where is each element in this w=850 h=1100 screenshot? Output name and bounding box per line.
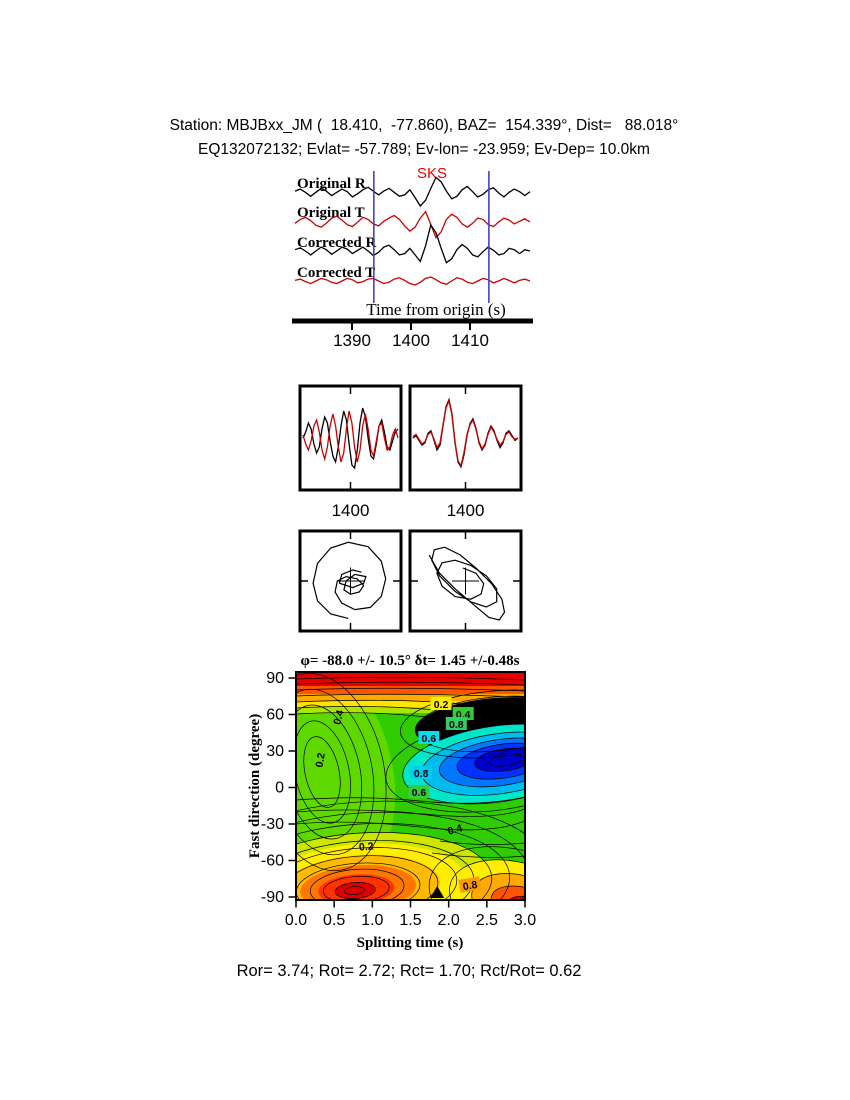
contour-label: 0.8 [410, 766, 432, 780]
contour-level-labels: 0.20.40.80.60.80.60.40.20.40.20.8 [314, 697, 482, 893]
y-tick-label: -60 [261, 853, 284, 870]
contour-label-text: 0.4 [331, 709, 346, 726]
component-panel-left-frame [298, 384, 403, 492]
x-tick-label: 3.0 [514, 912, 536, 929]
particle-motion-right-frame [408, 529, 523, 633]
time-axis-title: Time from origin (s) [366, 300, 506, 319]
x-tick-label: 0.5 [323, 912, 345, 929]
contour-title: φ= -88.0 +/- 10.5° δt= 1.45 +/-0.48s [301, 653, 520, 669]
contour-label: 0.8 [458, 876, 482, 893]
time-axis-ticks: 1390 1400 1410 [333, 321, 489, 350]
component-panels: 1400 1400 [298, 384, 523, 520]
waveform-trace-0 [294, 176, 531, 208]
time-tick-label: 1390 [333, 331, 371, 350]
waveform-trace-2 [294, 223, 531, 264]
particle-motion-path-1 [428, 546, 506, 621]
contour-label: 0.4 [331, 709, 346, 726]
contour-label-text: 0.2 [434, 699, 449, 711]
component-trace [412, 398, 519, 468]
contour-label-text: 0.8 [449, 719, 464, 731]
contour-label: 0.2 [430, 697, 452, 711]
component-panel-right-frame [408, 384, 523, 492]
contour-label: 0.2 [358, 840, 374, 853]
contour-label-bg [445, 717, 467, 730]
contour-label-bg [410, 766, 432, 779]
event-info-line: EQ132072132; Evlat= -57.789; Ev-lon= -23… [198, 141, 650, 158]
trace-label-original-t: Original T [297, 205, 365, 221]
analysis-window-markers [373, 171, 490, 303]
particle-motion-edge-ticks [301, 532, 520, 630]
contour-label-bg [430, 697, 452, 710]
time-tick-label: 1410 [451, 331, 489, 350]
station-info-line: Station: MBJBxx_JM ( 18.410, -77.860), B… [169, 117, 679, 134]
y-tick-label: 30 [266, 743, 284, 760]
trace-label-original-r: Original R [297, 176, 366, 192]
y-tick-label: -30 [261, 816, 284, 833]
splitting-time-axis-title: Splitting time (s) [357, 935, 464, 951]
contour-label-text: 0.6 [421, 733, 436, 745]
component-overlay-traces [302, 397, 519, 470]
contour-label: 0.4 [446, 822, 463, 837]
best-fit-marker [430, 886, 445, 898]
particle-motion-panels [298, 529, 523, 633]
waveform-trace-1 [294, 210, 531, 239]
contour-label-bg [408, 785, 430, 798]
y-tick-label: 0 [275, 780, 284, 797]
waveform-traces [294, 176, 531, 286]
blue-low-region [402, 724, 525, 804]
contour-label-text: 0.8 [462, 879, 479, 893]
contour-label-bg [452, 707, 474, 720]
waveform-trace-3 [294, 276, 531, 286]
fast-direction-axis-title: Fast direction (degree) [247, 714, 263, 858]
contour-label: 0.2 [314, 752, 328, 769]
stats-line: Ror= 3.74; Rot= 2.72; Rct= 1.70; Rct/Rot… [236, 962, 582, 980]
particle-motion-paths [312, 541, 506, 621]
x-tick-label: 1.5 [399, 912, 421, 929]
contour-axes: 90 60 30 0 -30 -60 -900.0 0.5 1.0 1.5 2.0 2.5 3.0 [261, 670, 536, 929]
panel-tick-label: 1400 [332, 501, 370, 520]
particle-motion-path-0 [312, 541, 387, 619]
component-trace [302, 410, 399, 463]
x-tick-label: 2.0 [438, 912, 460, 929]
contour-label-bg [458, 876, 482, 893]
x-tick-label: 0.0 [285, 912, 307, 929]
y-tick-label: -90 [261, 889, 284, 906]
x-tick-label: 2.5 [476, 912, 498, 929]
y-tick-label: 90 [266, 670, 284, 687]
particle-motion-left-frame [298, 529, 403, 633]
contour-label-bg [418, 731, 440, 744]
trace-label-corrected-t: Corrected T [297, 265, 375, 281]
contour-label: 0.6 [408, 785, 430, 799]
component-panel-tick-labels: 1400 1400 [332, 501, 485, 520]
contour-label-text: 0.2 [358, 840, 374, 853]
x-tick-label: 1.0 [361, 912, 383, 929]
contour-label-text: 0.6 [412, 787, 427, 799]
panel-tick-label: 1400 [447, 501, 485, 520]
y-tick-label: 60 [266, 707, 284, 724]
bottom-right-high-region [449, 859, 525, 900]
phase-label: SKS [417, 165, 447, 182]
contour-label-text: 0.4 [446, 822, 463, 837]
contour-label-text: 0.8 [414, 768, 429, 780]
contour-label: 0.8 [445, 717, 467, 731]
seismogram-section: SKS Original R Original T Corrected R Co… [292, 165, 533, 350]
trace-label-corrected-r: Corrected R [297, 235, 376, 251]
contour-label-text: 0.2 [314, 752, 328, 769]
error-surface-section: φ= -88.0 +/- 10.5° δt= 1.45 +/-0.48s [247, 653, 536, 951]
contour-label: 0.6 [418, 731, 440, 745]
time-tick-label: 1400 [392, 331, 430, 350]
